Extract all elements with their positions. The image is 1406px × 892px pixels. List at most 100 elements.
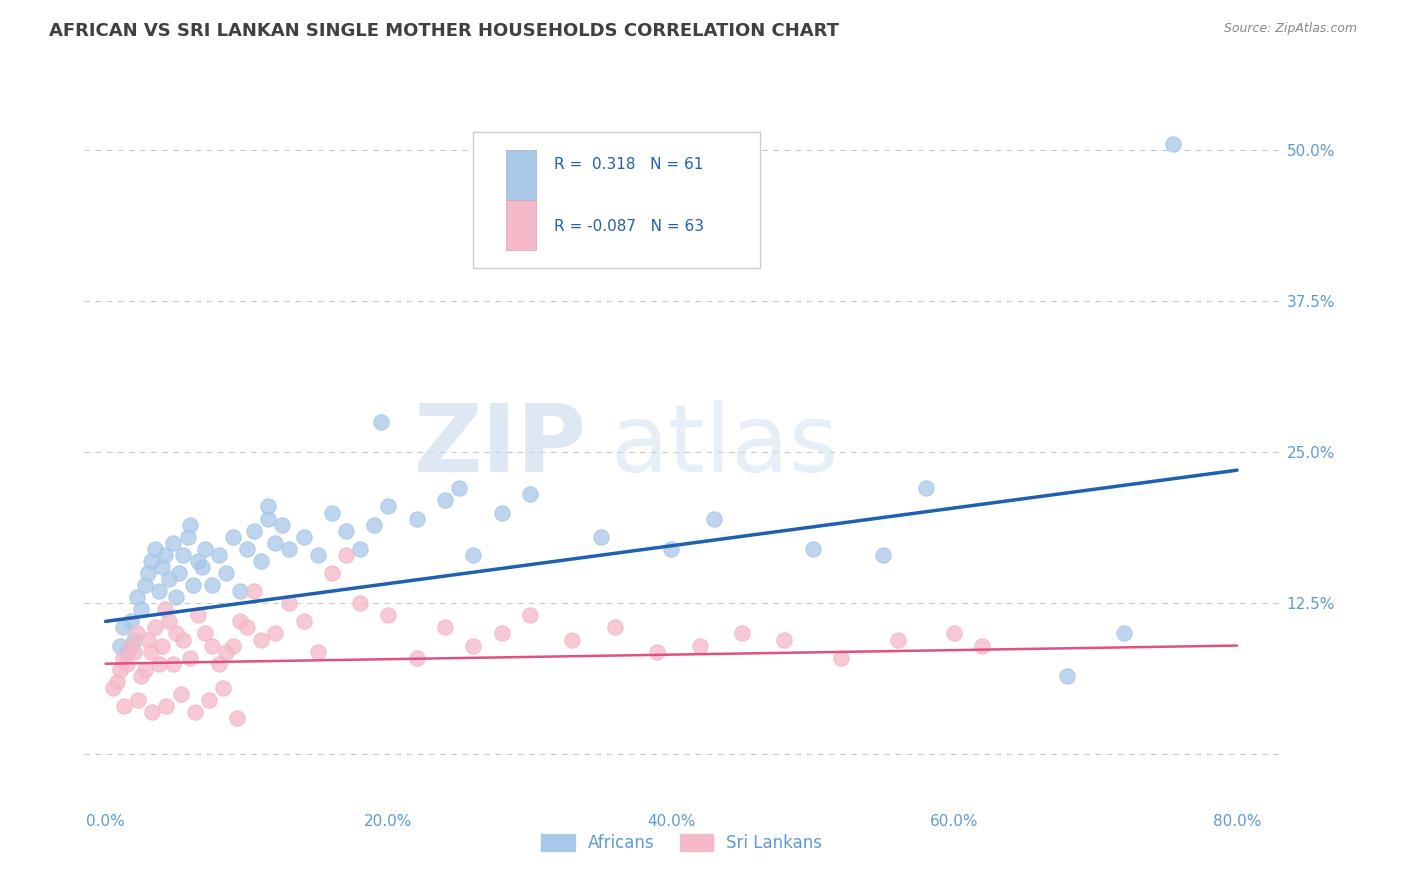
Point xyxy=(201,639,224,653)
Point xyxy=(689,639,711,653)
Point xyxy=(1056,669,1078,683)
Point xyxy=(561,632,583,647)
Point xyxy=(115,657,138,671)
Point xyxy=(153,602,176,616)
Point xyxy=(222,530,245,544)
Point xyxy=(449,481,471,495)
Point xyxy=(108,639,131,653)
Point xyxy=(271,517,294,532)
Point xyxy=(190,560,212,574)
Point xyxy=(703,511,725,525)
Point xyxy=(208,657,231,671)
Point xyxy=(377,500,399,514)
Text: atlas: atlas xyxy=(610,400,838,492)
Point xyxy=(243,584,266,599)
Point xyxy=(872,548,894,562)
Point xyxy=(139,554,162,568)
Point xyxy=(370,415,392,429)
Point xyxy=(519,487,541,501)
Point xyxy=(463,639,485,653)
Point xyxy=(257,500,280,514)
Point xyxy=(226,711,249,725)
Point xyxy=(183,705,205,719)
Text: AFRICAN VS SRI LANKAN SINGLE MOTHER HOUSEHOLDS CORRELATION CHART: AFRICAN VS SRI LANKAN SINGLE MOTHER HOUS… xyxy=(49,22,839,40)
Point xyxy=(773,632,796,647)
Point xyxy=(659,541,682,556)
Point xyxy=(108,663,131,677)
Point xyxy=(162,535,184,549)
Point xyxy=(148,657,170,671)
Point xyxy=(157,615,180,629)
Point xyxy=(307,645,329,659)
Point xyxy=(157,572,180,586)
Point xyxy=(165,590,187,604)
Point xyxy=(122,645,145,659)
Point xyxy=(801,541,824,556)
Point xyxy=(111,620,134,634)
Point xyxy=(1112,626,1135,640)
Point xyxy=(134,663,156,677)
Point xyxy=(165,626,187,640)
Point xyxy=(198,693,221,707)
Point xyxy=(176,530,198,544)
Point xyxy=(321,506,343,520)
Point xyxy=(405,511,427,525)
Point xyxy=(194,541,217,556)
Point xyxy=(463,548,485,562)
Point xyxy=(120,639,142,653)
Point xyxy=(830,650,852,665)
Point xyxy=(321,566,343,580)
Point xyxy=(292,530,315,544)
Point xyxy=(229,615,252,629)
Point xyxy=(215,645,238,659)
Point xyxy=(1163,136,1185,151)
Point xyxy=(101,681,124,695)
Point xyxy=(129,602,152,616)
Point xyxy=(335,548,357,562)
Point xyxy=(349,596,371,610)
Point xyxy=(172,632,194,647)
Point xyxy=(589,530,612,544)
Point xyxy=(153,548,176,562)
Point xyxy=(519,608,541,623)
Text: R =  0.318   N = 61: R = 0.318 N = 61 xyxy=(554,157,703,171)
Point xyxy=(179,517,201,532)
Point xyxy=(112,699,135,714)
Point xyxy=(278,596,301,610)
Point xyxy=(186,608,208,623)
Point xyxy=(136,566,159,580)
Point xyxy=(250,554,273,568)
Point xyxy=(972,639,994,653)
Point xyxy=(150,639,173,653)
Point xyxy=(257,511,280,525)
Point xyxy=(405,650,427,665)
Point xyxy=(111,650,134,665)
Point xyxy=(129,669,152,683)
Point xyxy=(134,578,156,592)
Point xyxy=(243,524,266,538)
Point xyxy=(162,657,184,671)
Point xyxy=(215,566,238,580)
Point xyxy=(236,541,259,556)
Point xyxy=(236,620,259,634)
Point xyxy=(915,481,938,495)
Point xyxy=(335,524,357,538)
Point xyxy=(155,699,177,714)
Point xyxy=(172,548,194,562)
Point xyxy=(491,506,513,520)
Point xyxy=(105,674,128,689)
Point xyxy=(278,541,301,556)
Point xyxy=(120,615,142,629)
Point xyxy=(125,590,148,604)
Text: ZIP: ZIP xyxy=(413,400,586,492)
Point xyxy=(143,620,166,634)
Point xyxy=(731,626,754,640)
Point xyxy=(603,620,626,634)
Point xyxy=(307,548,329,562)
Point xyxy=(167,566,190,580)
Point xyxy=(434,620,457,634)
Legend: Africans, Sri Lankans: Africans, Sri Lankans xyxy=(534,827,830,859)
Point xyxy=(148,584,170,599)
Point xyxy=(377,608,399,623)
Point xyxy=(264,626,287,640)
